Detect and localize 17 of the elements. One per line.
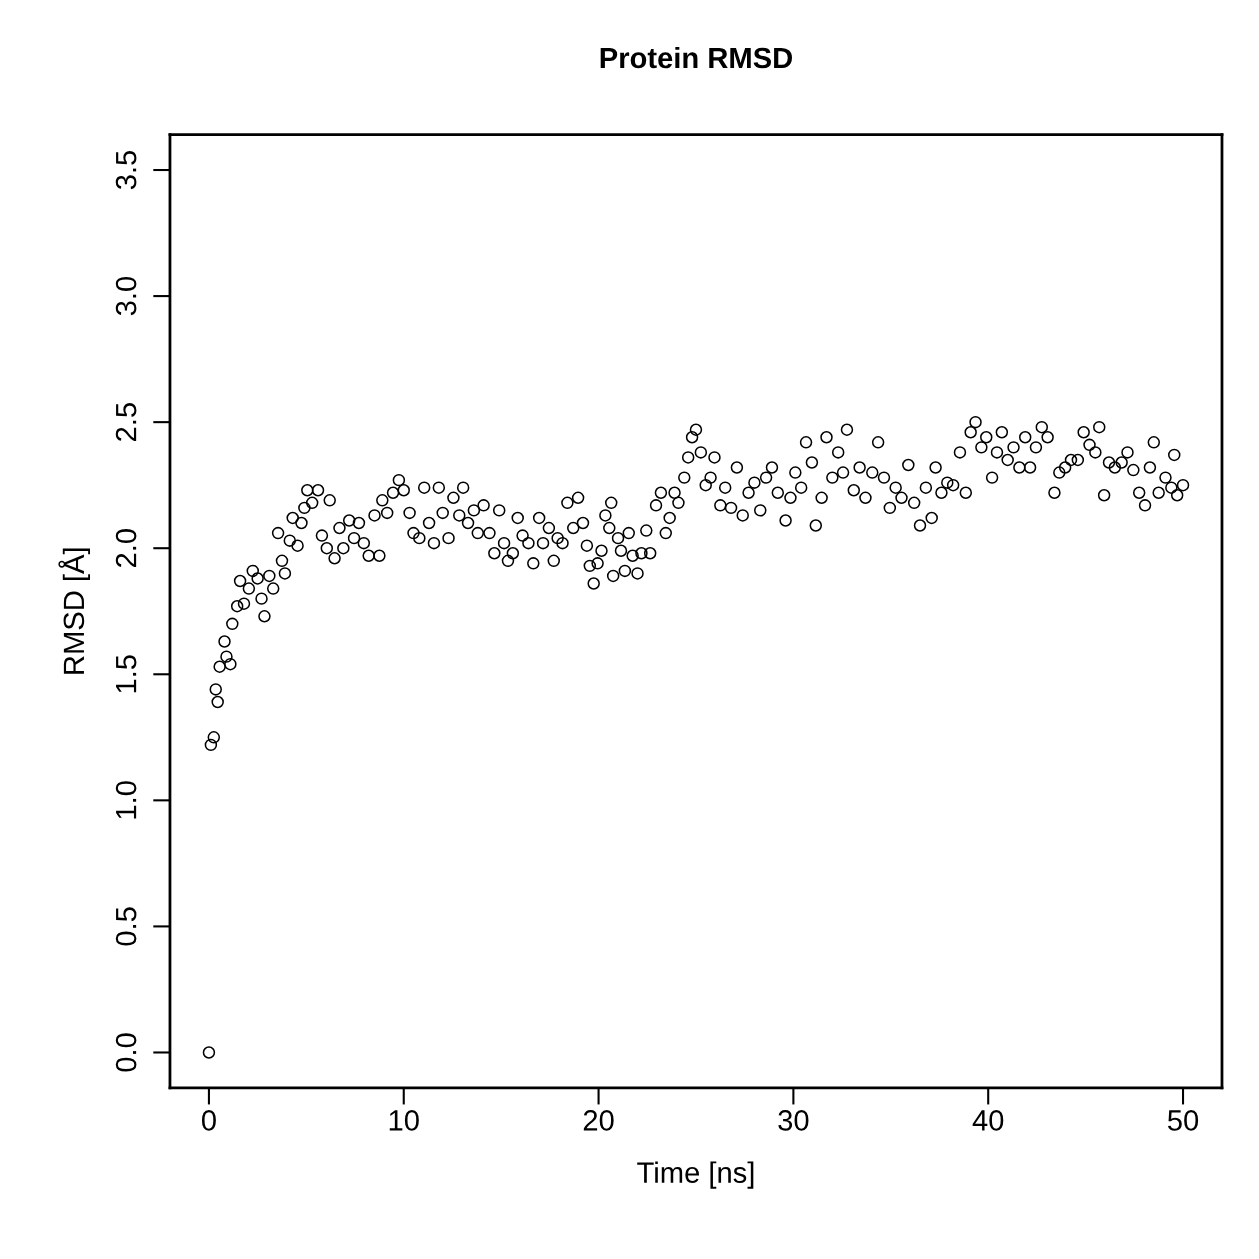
x-tick-label: 0	[201, 1110, 216, 1131]
y-tick-label: 3.5	[115, 150, 137, 190]
y-tick-label: 0.0	[115, 1033, 137, 1072]
y-tick-label: 2.0	[115, 529, 137, 568]
x-tick-label: 40	[972, 1110, 1004, 1131]
x-axis-title: Time [ns]	[637, 1161, 754, 1189]
y-axis-title: RMSD [Å]	[58, 548, 90, 674]
x-tick-label: 10	[389, 1110, 419, 1131]
y-tick-label: 1.5	[116, 655, 137, 693]
y-tick-label: 1.0	[115, 781, 137, 819]
x-tick-label: 30	[778, 1110, 809, 1131]
y-tick-label: 2.5	[115, 403, 137, 441]
y-tick-label: 3.0	[115, 276, 137, 316]
x-tick-label: 20	[583, 1110, 614, 1131]
x-tick-label: 50	[1167, 1110, 1199, 1131]
chart-title: Protein RMSD	[600, 46, 792, 69]
y-tick-label: 0.5	[115, 907, 137, 946]
